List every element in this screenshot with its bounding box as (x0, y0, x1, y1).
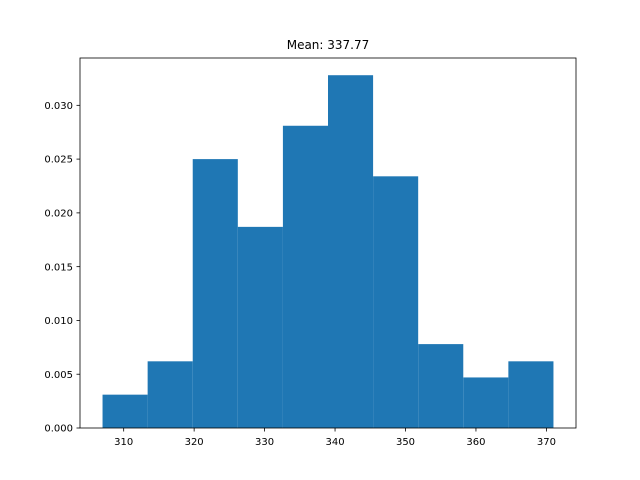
x-tick-label: 340 (325, 437, 344, 448)
x-tick-label: 370 (537, 437, 556, 448)
y-axis: 0.000 0.005 0.010 0.015 0.020 0.025 0.030 (44, 101, 80, 435)
y-tick-label: 0.005 (44, 370, 73, 381)
histogram-bar (282, 125, 328, 428)
histogram-bars (102, 75, 554, 429)
histogram-bar (192, 159, 238, 428)
x-tick-label: 350 (396, 437, 415, 448)
histogram-bar (373, 176, 419, 428)
chart-title: Mean: 337.77 (287, 38, 370, 52)
histogram-bar (328, 75, 374, 429)
x-tick-label: 330 (255, 437, 274, 448)
y-tick-label: 0.030 (44, 101, 73, 112)
y-tick-label: 0.010 (44, 316, 73, 327)
x-tick-label: 320 (185, 437, 204, 448)
x-tick-label: 310 (114, 437, 133, 448)
y-tick-label: 0.015 (44, 262, 73, 273)
x-tick-label: 360 (466, 437, 485, 448)
histogram-bar (508, 361, 554, 428)
histogram-bar (147, 361, 193, 428)
y-tick-label: 0.025 (44, 155, 73, 166)
histogram-bar (102, 394, 148, 428)
histogram-bar (418, 344, 464, 428)
plot-frame (79, 57, 577, 429)
y-tick-label: 0.000 (44, 424, 73, 435)
x-axis: 310 320 330 340 350 360 370 (114, 428, 556, 448)
histogram-bar (237, 226, 283, 428)
y-tick-label: 0.020 (44, 208, 73, 219)
histogram-bar (463, 377, 509, 428)
